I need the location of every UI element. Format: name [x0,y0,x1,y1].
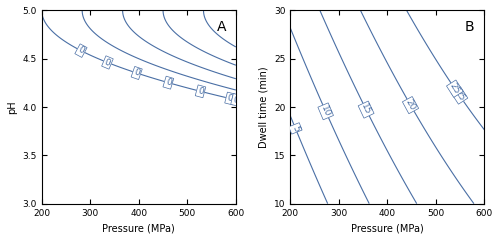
Text: B: B [465,20,474,34]
Text: 0: 0 [226,93,234,103]
Text: A: A [216,20,226,34]
Text: 25: 25 [448,81,462,96]
Text: 0: 0 [164,78,172,88]
X-axis label: Pressure (MPa): Pressure (MPa) [102,223,175,233]
Text: 5: 5 [290,124,300,133]
Text: 10: 10 [320,104,332,118]
Text: 15: 15 [360,102,372,117]
Text: 0: 0 [196,86,204,96]
Text: 25: 25 [452,88,466,103]
Text: 0: 0 [132,68,141,78]
Text: 0: 0 [103,57,112,68]
Y-axis label: pH: pH [7,100,17,114]
Text: 20: 20 [404,98,417,112]
X-axis label: Pressure (MPa): Pressure (MPa) [351,223,424,233]
Text: 0: 0 [76,45,86,56]
Text: 0: 0 [232,95,239,105]
Y-axis label: Dwell time (min): Dwell time (min) [258,66,268,148]
